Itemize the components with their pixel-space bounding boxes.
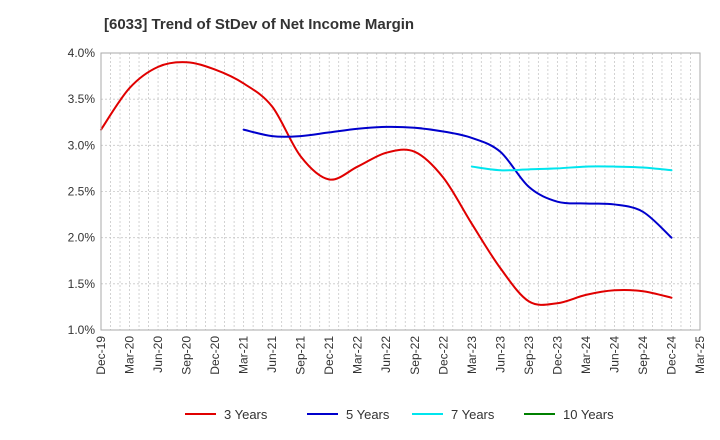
x-tick-label: Mar-20 (123, 336, 137, 374)
y-tick-label: 2.5% (68, 185, 96, 199)
x-tick-label: Jun-21 (265, 336, 279, 373)
x-tick-label: Dec-21 (322, 336, 336, 375)
series-line-5-years (242, 125, 673, 239)
x-tick-label: Mar-24 (579, 336, 593, 374)
x-axis: Dec-19 Mar-20 Jun-20 Sep-20 Dec-20 Mar-21 Jun-… (94, 336, 707, 375)
x-tick-label: Jun-24 (607, 336, 621, 373)
legend-label-3-years: 3 Years (224, 407, 268, 422)
x-tick-label: Dec-23 (550, 336, 564, 375)
y-tick-label: 3.0% (68, 138, 96, 152)
legend-label-7-years: 7 Years (451, 407, 495, 422)
legend-label-10-years: 10 Years (563, 407, 614, 422)
x-tick-label: Mar-25 (693, 336, 707, 374)
series-line-3-years (100, 61, 673, 306)
x-tick-label: Sep-23 (522, 336, 536, 375)
legend-label-5-years: 5 Years (346, 407, 390, 422)
x-tick-label: Sep-20 (180, 336, 194, 375)
x-tick-label: Sep-24 (636, 336, 650, 375)
x-tick-label: Sep-21 (294, 336, 308, 375)
x-tick-label: Jun-23 (493, 336, 507, 373)
x-tick-label: Dec-24 (664, 336, 678, 375)
x-tick-label: Mar-21 (237, 336, 251, 374)
x-tick-label: Mar-23 (465, 336, 479, 374)
x-tick-label: Mar-22 (351, 336, 365, 374)
y-tick-label: 1.0% (68, 323, 96, 337)
x-tick-label: Dec-19 (94, 336, 108, 375)
y-axis: 1.0% 1.5% 2.0% 2.5% 3.0% 3.5% 4.0% (68, 46, 96, 337)
grid (101, 52, 700, 331)
y-tick-label: 1.5% (68, 277, 96, 291)
chart-title: [6033] Trend of StDev of Net Income Marg… (104, 16, 414, 33)
x-tick-label: Jun-20 (151, 336, 165, 373)
legend: 3 Years 5 Years 7 Years 10 Years (185, 407, 614, 422)
series-line-7-years (470, 165, 673, 172)
y-tick-label: 4.0% (68, 46, 96, 60)
x-tick-label: Dec-20 (208, 336, 222, 375)
x-tick-label: Jun-22 (379, 336, 393, 373)
series-lines (100, 61, 673, 306)
x-tick-label: Dec-22 (436, 336, 450, 375)
y-tick-label: 2.0% (68, 231, 96, 245)
x-tick-label: Sep-22 (408, 336, 422, 375)
y-tick-label: 3.5% (68, 92, 96, 106)
plot-frame (100, 52, 701, 331)
